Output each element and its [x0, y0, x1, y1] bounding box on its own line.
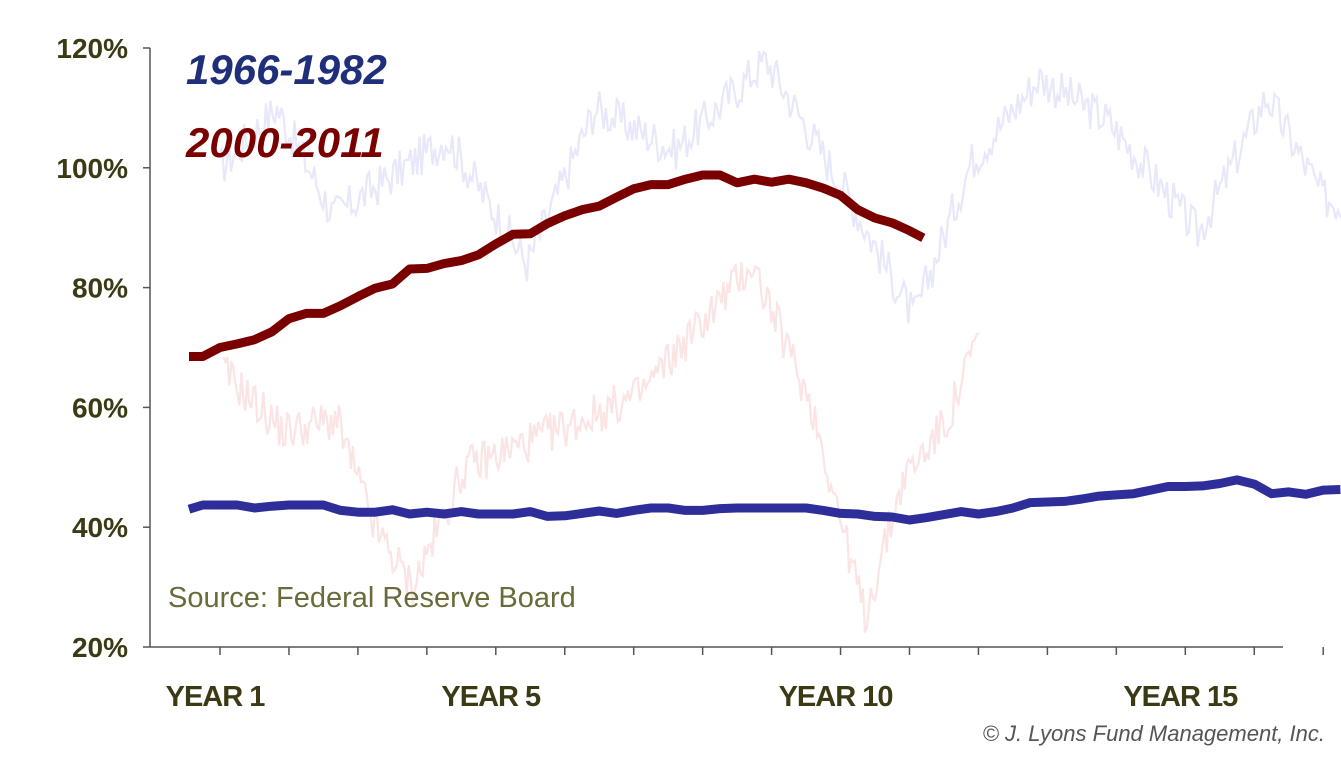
series-lines: [187, 170, 1341, 525]
x-tick-label: YEAR 10: [779, 681, 893, 713]
background-series-line: [222, 262, 980, 633]
y-tick-label: 60%: [72, 392, 128, 423]
x-tick-label: YEAR 15: [1123, 681, 1238, 713]
y-tick-label: 20%: [72, 632, 128, 663]
y-tick-label: 80%: [72, 273, 128, 304]
copyright-credit: © J. Lyons Fund Management, Inc.: [983, 721, 1325, 746]
y-tick-label: 40%: [72, 512, 128, 543]
series-line-2000-2011: [189, 170, 926, 361]
y-axis: 20% 40% 60% 80% 100% 120%: [56, 33, 151, 663]
x-tick-label: YEAR 5: [441, 681, 541, 713]
y-tick-label: 120%: [56, 33, 128, 64]
source-note: Source: Federal Reserve Board: [168, 582, 576, 614]
x-tick-label: YEAR 1: [166, 681, 266, 713]
legend-label-2000-2011: 2000-2011: [185, 119, 384, 166]
background-series-line: [219, 50, 1341, 324]
y-tick-label: 100%: [56, 153, 128, 184]
background-faint-series: [219, 50, 1341, 633]
x-axis: YEAR 1 YEAR 5 YEAR 10 YEAR 15: [150, 646, 1324, 713]
series-line-1966-1982: [187, 475, 1341, 525]
legend-label-1966-1982: 1966-1982: [186, 46, 387, 93]
